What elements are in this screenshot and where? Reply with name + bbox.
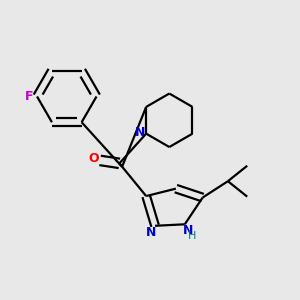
- Text: N: N: [134, 126, 145, 139]
- Text: O: O: [88, 152, 99, 165]
- Text: F: F: [25, 90, 33, 103]
- Text: N: N: [146, 226, 157, 239]
- Text: H: H: [188, 231, 196, 241]
- Text: N: N: [183, 224, 194, 237]
